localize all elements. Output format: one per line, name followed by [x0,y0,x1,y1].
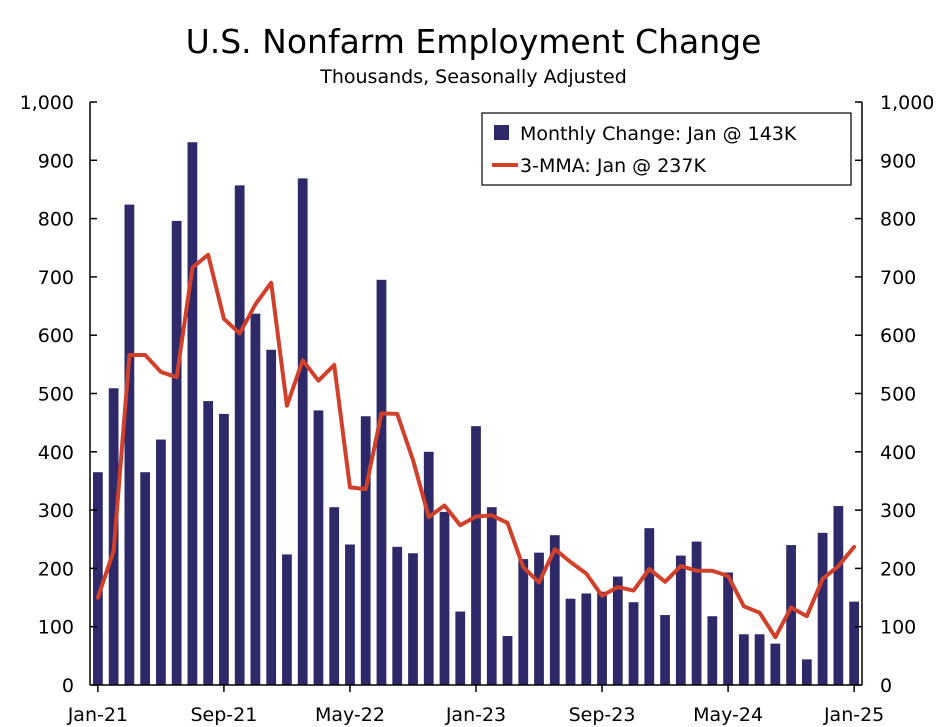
x-tick-label: Jan-23 [445,704,506,726]
bar-May-21 [156,439,166,685]
y-tick-label-right: 700 [880,267,916,289]
legend-label-line: 3-MMA: Jan @ 237K [520,155,706,177]
bar-Nov-21 [250,313,261,685]
bar-Nov-24 [817,532,828,685]
bar-Aug-22 [392,546,403,685]
y-tick-label-right: 400 [880,442,916,464]
chart-subtitle: Thousands, Seasonally Adjusted [320,66,627,88]
bar-Aug-23 [581,593,592,685]
x-tick-label: Jan-25 [823,704,884,726]
bar-Apr-22 [329,507,340,685]
bar-Jul-24 [754,634,765,685]
bar-Jun-23 [549,535,560,685]
bar-Dec-24 [833,506,844,685]
bar-Apr-24 [707,616,718,685]
bar-Apr-21 [140,472,151,685]
y-tick-label-left: 200 [38,558,74,580]
bar-Jun-21 [171,220,182,685]
bar-Apr-23 [518,559,529,685]
bar-Jul-21 [187,142,198,686]
bar-Sep-23 [597,591,607,685]
bar-Jan-23 [471,426,481,685]
bar-Feb-23 [486,507,497,685]
bar-Mar-23 [502,636,513,685]
y-tick-label-left: 700 [38,267,74,289]
bar-Feb-24 [675,555,686,685]
bar-Jan-25 [849,601,860,685]
bar-Dec-23 [644,528,655,685]
bar-Aug-24 [770,643,781,685]
x-tick-label: Jan-21 [67,704,128,726]
x-tick-label: May-24 [693,704,763,726]
y-tick-label-left: 100 [38,617,74,639]
x-tick-label: Sep-23 [569,704,636,726]
mma-line [95,252,857,640]
bar-Aug-21 [203,401,214,685]
bar-Oct-21 [234,185,245,685]
bar-Mar-24 [691,541,702,685]
legend-label-bar: Monthly Change: Jan @ 143K [520,123,797,145]
bar-Sep-21 [219,413,229,685]
bar-Oct-22 [423,451,434,685]
y-tick-label-left: 500 [38,384,74,406]
y-tick-label-right: 300 [880,500,916,522]
x-tick-label: Sep-21 [190,704,257,726]
y-tick-label-left: 0 [62,675,74,697]
bar-Jul-23 [565,598,576,685]
bar-Oct-24 [801,659,812,685]
bar-Jul-22 [376,279,387,685]
y-tick-label-right: 800 [880,209,916,231]
y-tick-label-right: 900 [880,150,916,172]
bar-Jun-24 [738,634,749,685]
bar-Jun-22 [360,416,371,685]
bar-Sep-22 [408,553,418,685]
x-tick-label: May-22 [315,704,385,726]
bar-Mar-22 [313,410,324,685]
y-tick-label-left: 1,000 [20,92,74,114]
bar-May-22 [345,544,355,685]
legend-box [481,112,852,186]
bar-Sep-24 [786,545,796,685]
bar-Jan-22 [282,554,292,685]
y-tick-label-right: 600 [880,325,916,347]
chart-title: U.S. Nonfarm Employment Change [185,22,762,61]
y-tick-label-right: 0 [880,675,892,697]
y-tick-label-left: 400 [38,442,74,464]
bar-Nov-22 [439,511,450,685]
y-tick-label-right: 100 [880,617,916,639]
bar-Dec-22 [455,611,466,685]
bar-Mar-21 [124,204,135,686]
y-tick-label-right: 500 [880,384,916,406]
bar-Oct-23 [612,576,623,685]
y-tick-label-right: 200 [880,558,916,580]
bar-Dec-21 [266,349,277,685]
y-tick-label-left: 800 [38,209,74,231]
bar-Feb-22 [297,178,308,685]
bar-Jan-24 [660,615,670,685]
legend-swatch-bar [494,125,509,140]
y-tick-label-left: 600 [38,325,74,347]
bar-May-23 [534,552,544,685]
bar-Nov-23 [628,602,639,685]
y-tick-label-left: 300 [38,500,74,522]
bar-May-24 [723,572,733,685]
y-tick-label-left: 900 [38,150,74,172]
bar-Jan-21 [92,472,103,685]
y-tick-label-right: 1,000 [880,92,934,114]
